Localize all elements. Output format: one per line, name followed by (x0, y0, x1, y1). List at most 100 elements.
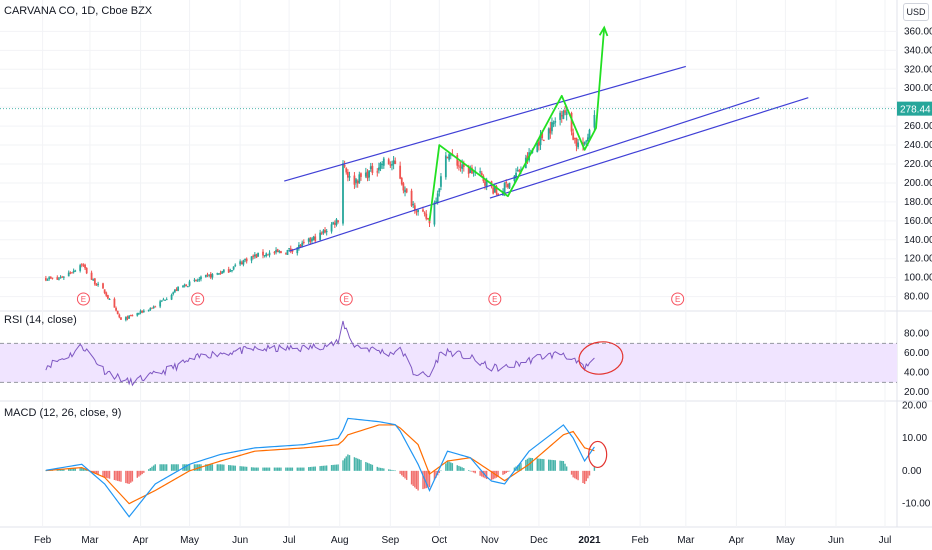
macd-pane[interactable] (45, 417, 608, 518)
macd-histogram-bar (458, 465, 460, 471)
macd-histogram-bar (472, 470, 475, 473)
rsi-band (0, 343, 897, 383)
candle-body (118, 314, 121, 318)
candle-body (337, 220, 339, 222)
macd-histogram-bar (97, 470, 99, 475)
macd-histogram-bar (402, 470, 405, 477)
candle-body (562, 111, 565, 119)
candle-body (508, 182, 511, 189)
macd-histogram-bar (531, 458, 534, 471)
macd-histogram-bar (74, 468, 76, 471)
macd-histogram-bar (94, 470, 96, 474)
time-tick-label: Feb (34, 535, 52, 546)
candle-body (84, 264, 86, 269)
macd-histogram-bar (481, 470, 483, 477)
candle-body (198, 278, 201, 280)
earnings-marker (191, 292, 205, 306)
macd-histogram-bar (414, 470, 416, 488)
macd-histogram-bar (513, 467, 516, 471)
macd-histogram-bar (139, 470, 142, 476)
macd-histogram-bar (451, 463, 454, 471)
candle-body (107, 295, 109, 299)
candle-body (216, 273, 219, 275)
macd-tick-label: -10.00 (902, 499, 931, 510)
macd-histogram-bar (335, 464, 338, 471)
candle-body (412, 204, 415, 206)
candle-body (289, 248, 292, 251)
rsi-tick-label: 40.00 (904, 368, 929, 379)
candle-body (381, 163, 384, 166)
macd-annotation-circle (588, 440, 608, 469)
candle-body (195, 280, 197, 282)
rsi-title[interactable]: RSI (14, close) (4, 314, 77, 326)
macd-histogram-bar (154, 464, 156, 471)
earnings-marker (671, 292, 685, 306)
rsi-tick-label: 20.00 (904, 387, 929, 398)
candle-body (120, 317, 122, 320)
time-tick-label: Jun (828, 535, 844, 546)
macd-histogram-bar (399, 470, 401, 474)
macd-histogram-bar (312, 466, 315, 471)
candle-body (141, 310, 144, 313)
macd-histogram-bar (366, 462, 369, 471)
candle-body (459, 166, 462, 168)
candle-body (539, 134, 542, 146)
macd-histogram-bar (376, 466, 378, 471)
macd-histogram-bar (365, 462, 367, 471)
price-tick-label: 300.00 (904, 83, 932, 94)
macd-histogram-bar (275, 467, 277, 471)
candle-body (583, 141, 586, 145)
macd-histogram-bar (138, 470, 140, 477)
candle-body (369, 166, 372, 170)
candles[interactable] (44, 106, 596, 322)
candle-body (333, 222, 336, 225)
macd-histogram-bar (525, 459, 527, 471)
candle-body (364, 172, 367, 177)
candle-body (69, 272, 72, 274)
macd-histogram-bar (325, 465, 328, 471)
candle-body (444, 155, 447, 178)
candle-body (173, 289, 176, 293)
candle-body (159, 301, 162, 307)
macd-histogram-bar (61, 469, 63, 471)
candle-body (71, 272, 73, 274)
candle-body (549, 127, 552, 134)
macd-title[interactable]: MACD (12, 26, close, 9) (4, 407, 122, 419)
candle-body (48, 277, 51, 280)
candle-body (585, 140, 588, 142)
last-price-label: 278.44 (0, 101, 932, 116)
macd-histogram-bar (572, 470, 574, 478)
macd-histogram-bar (107, 470, 109, 479)
macd-histogram-bar (102, 470, 104, 477)
macd-signal-line (45, 424, 595, 505)
candle-body (586, 137, 589, 142)
candle-body (209, 273, 212, 278)
macd-histogram-bar (565, 466, 568, 471)
macd-histogram-bar (143, 470, 145, 473)
macd-histogram-bar (208, 464, 210, 471)
price-tick-label: 220.00 (904, 159, 932, 170)
macd-histogram-bar (252, 467, 254, 471)
candle-body (415, 211, 418, 213)
candle-body (131, 315, 134, 317)
rsi-pane[interactable] (0, 320, 897, 387)
drawings[interactable] (284, 25, 809, 252)
macd-histogram-bar (301, 467, 303, 471)
candle-body (360, 173, 362, 177)
macd-histogram-bar (468, 470, 470, 471)
macd-histogram-bar (149, 467, 152, 471)
time-tick-label: May (776, 535, 795, 546)
macd-histogram-bar (551, 459, 553, 471)
symbol-title[interactable]: CARVANA CO, 1D, Cboe BZX (4, 5, 153, 17)
candle-body (175, 289, 178, 291)
macd-histogram-bar (309, 466, 312, 471)
candle-body (74, 270, 77, 272)
candle-body (44, 278, 47, 281)
macd-histogram-bar (379, 467, 382, 471)
macd-histogram-bar (530, 457, 532, 471)
macd-histogram-bar (356, 458, 359, 471)
currency-badge[interactable]: USD (903, 3, 929, 21)
